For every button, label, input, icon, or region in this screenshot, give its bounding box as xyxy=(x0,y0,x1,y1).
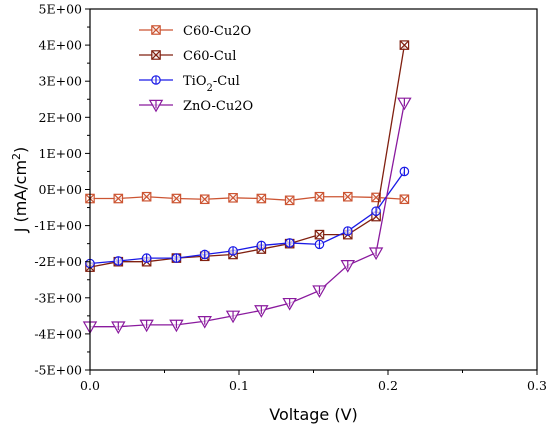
marker-cross xyxy=(314,230,325,240)
marker-cross xyxy=(171,193,182,204)
chart-marks xyxy=(82,40,412,335)
legend-item: C60-Cul xyxy=(139,49,236,64)
legend-item: ZnO-Cu2O xyxy=(139,99,253,114)
marker-cross xyxy=(399,40,410,50)
series-c60-cul xyxy=(85,40,410,272)
plot-frame xyxy=(89,8,538,371)
y-tick-label: 3E+00 xyxy=(39,74,83,89)
x-axis-label: Voltage (V) xyxy=(269,405,358,424)
y-tick-label: -1E+00 xyxy=(34,218,82,233)
marker-cross xyxy=(200,194,210,204)
y-axis-label: J (mA/cm2) xyxy=(10,147,31,234)
x-tick-label: 0.3 xyxy=(527,378,547,393)
y-tick-label: 0E+00 xyxy=(39,182,83,197)
series-line xyxy=(90,196,405,201)
y-tick-label: -4E+00 xyxy=(34,326,82,341)
legend-label: C60-Cu2O xyxy=(183,24,251,39)
legend-label: ZnO-Cu2O xyxy=(183,99,253,114)
legend: C60-Cu2O C60-Cul TiO2-Cul ZnO-Cu2O xyxy=(139,24,253,114)
x-tick-label: 0.0 xyxy=(80,378,100,393)
marker-cross xyxy=(141,192,152,202)
series-line xyxy=(90,102,406,328)
y-tick-label: -2E+00 xyxy=(34,254,82,269)
y-tick-label: -5E+00 xyxy=(34,363,82,378)
marker-cross xyxy=(256,193,266,204)
marker-cross xyxy=(285,195,295,205)
x-tick-label: 0.1 xyxy=(229,378,249,393)
series-tio2-cul xyxy=(85,166,410,269)
marker-cross xyxy=(113,193,123,204)
y-tick-label: 5E+00 xyxy=(39,2,83,17)
legend-label: C60-Cul xyxy=(183,49,236,64)
x-tick-label: 0.2 xyxy=(378,378,398,393)
marker-cross xyxy=(371,192,381,203)
legend-item: TiO2-Cul xyxy=(139,74,240,94)
series-line xyxy=(89,44,406,268)
series-line xyxy=(89,171,405,265)
marker-cross xyxy=(399,194,410,204)
y-tick-label: 1E+00 xyxy=(39,146,83,161)
legend-item: C60-Cu2O xyxy=(139,24,251,39)
series-c60-cu2o xyxy=(85,191,410,206)
y-tick-label: 2E+00 xyxy=(39,110,83,125)
y-tick-label: -3E+00 xyxy=(34,290,82,305)
axis-ticks: -5E+00 -4E+00 -3E+00 -2E+00 -1E+00 0E+00 1E+00… xyxy=(34,2,547,394)
marker-cross xyxy=(228,193,238,203)
legend-label: TiO2-Cul xyxy=(183,74,240,94)
marker-cross xyxy=(343,192,353,202)
y-tick-label: 4E+00 xyxy=(39,38,83,53)
marker-cross xyxy=(151,25,161,35)
marker-cross xyxy=(151,50,161,60)
series-zno-cu2o xyxy=(82,97,412,335)
marker-cross xyxy=(314,192,325,202)
